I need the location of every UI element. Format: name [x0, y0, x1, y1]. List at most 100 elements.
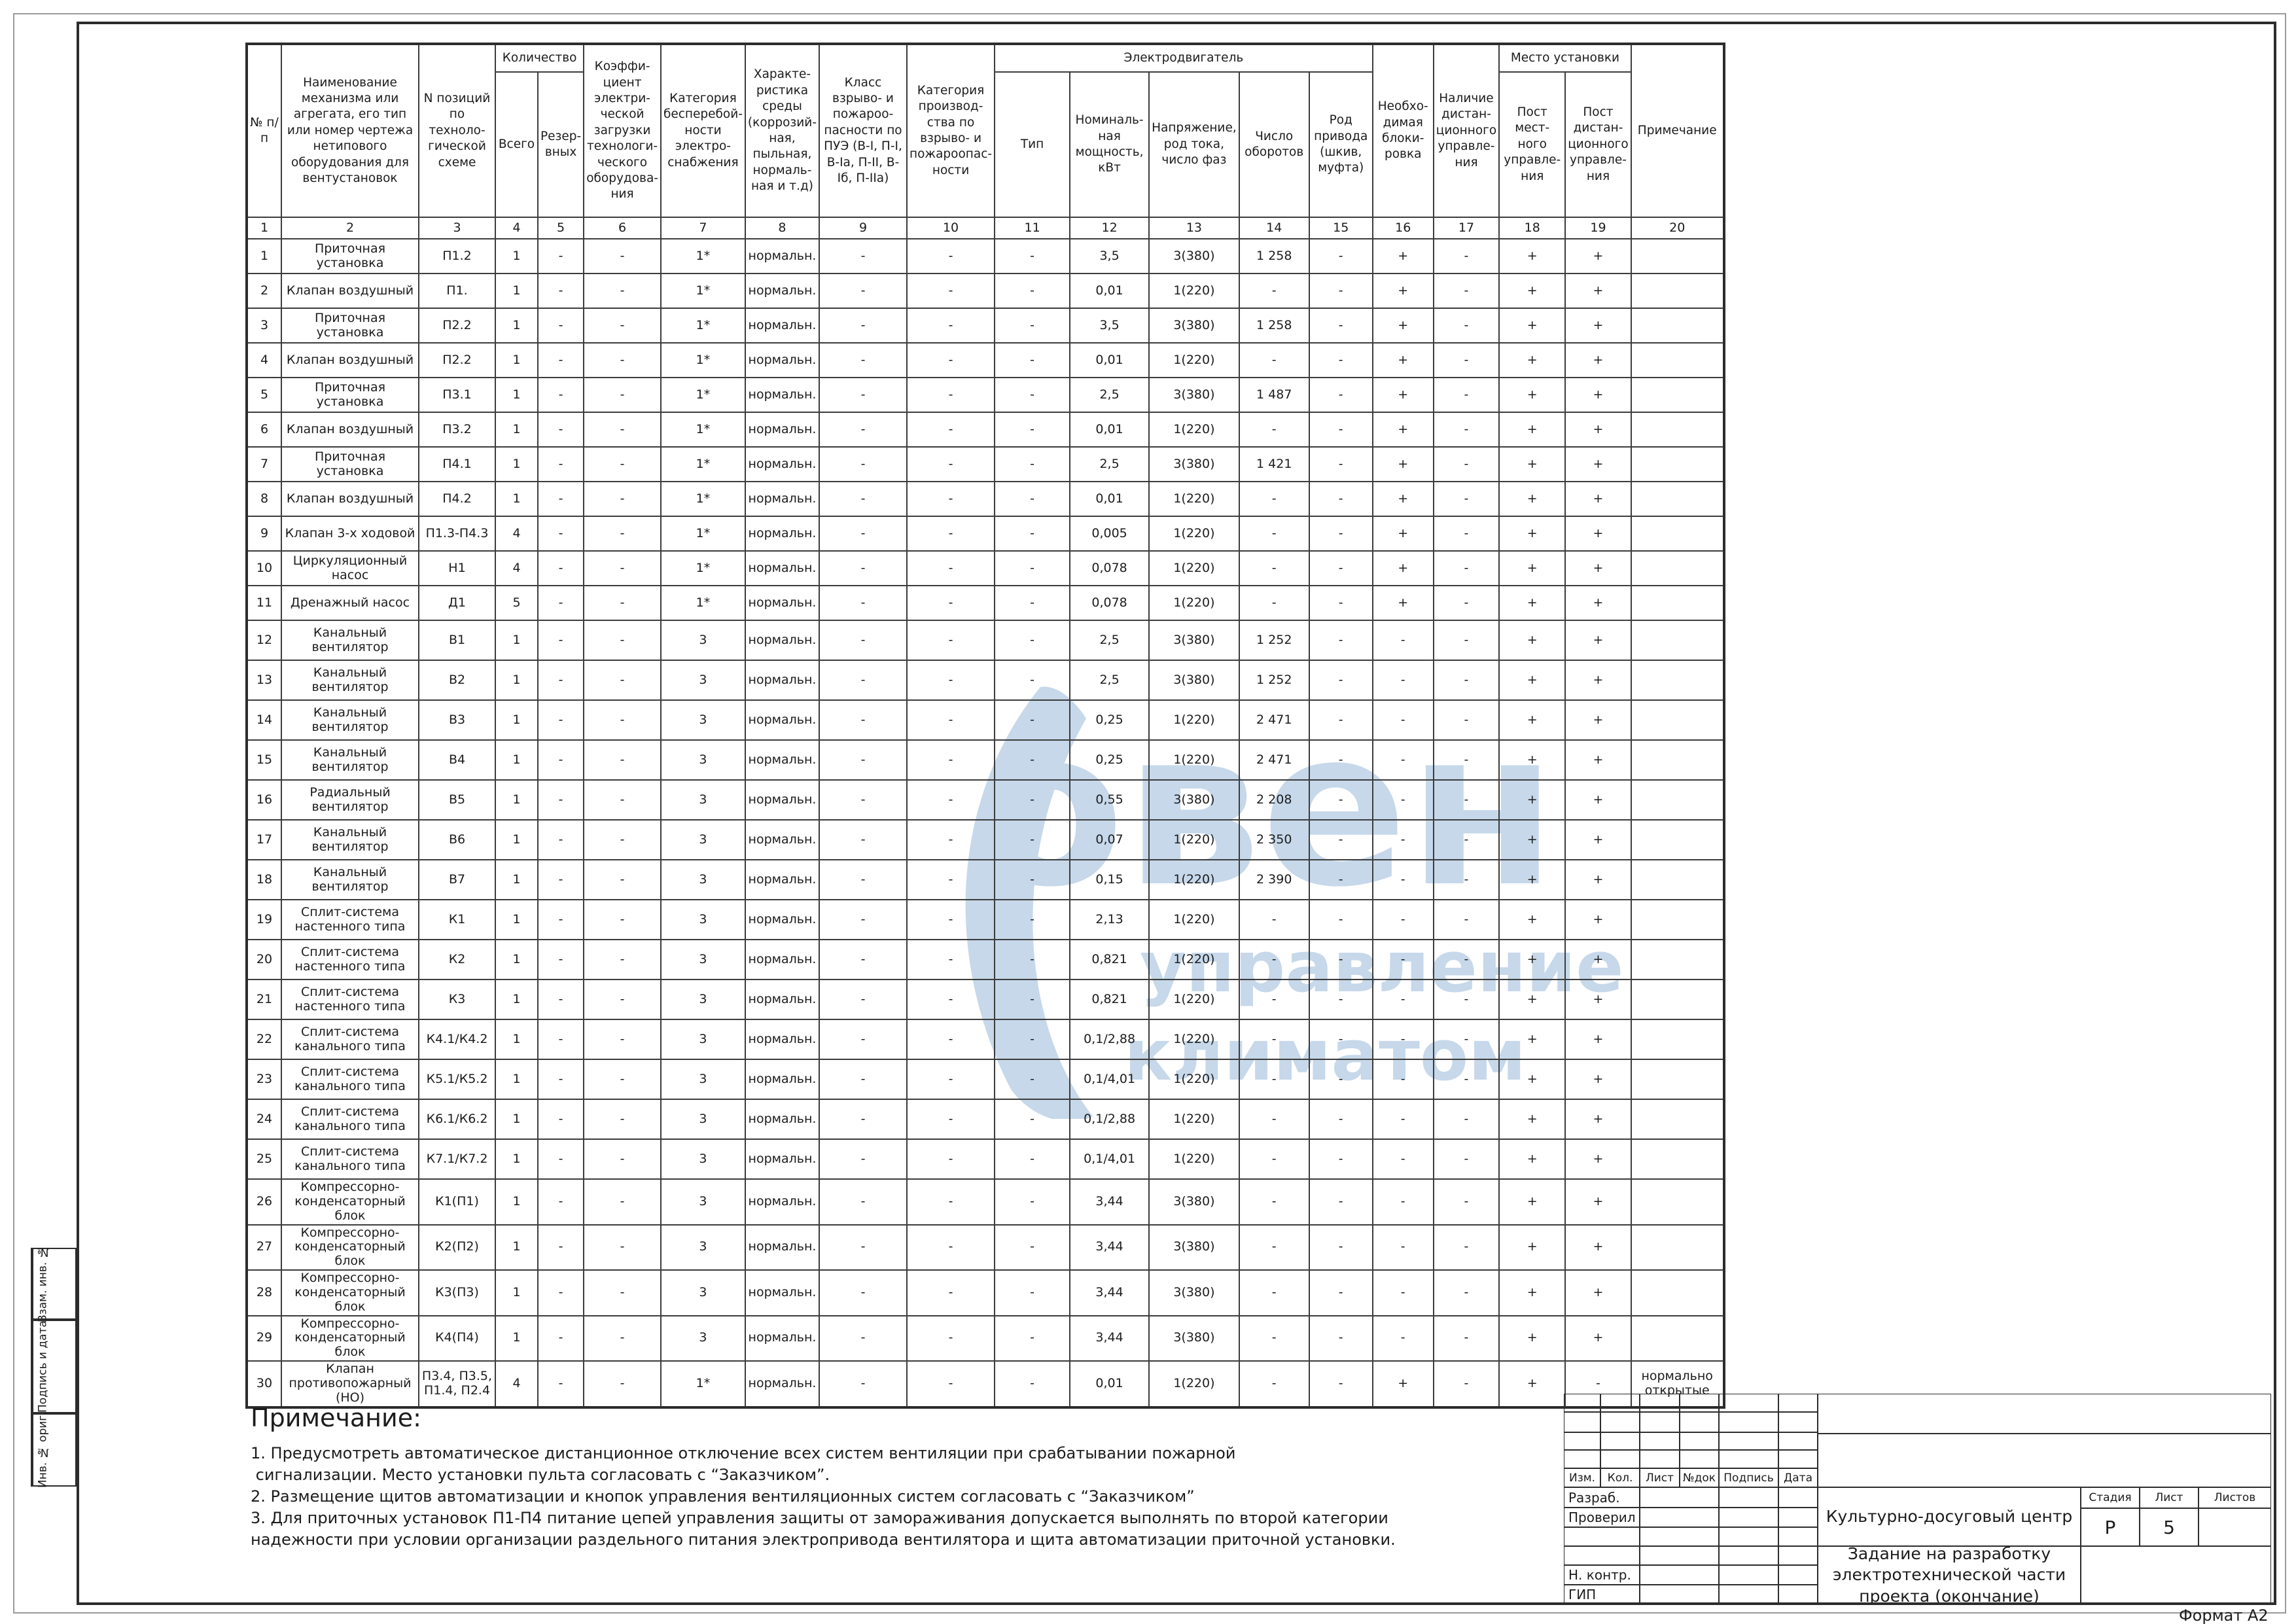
signature-name-cell	[1640, 1487, 1719, 1508]
signature-role-cell	[1564, 1546, 1640, 1565]
signature-name-cell	[1640, 1527, 1719, 1546]
table-cell: 4	[246, 342, 282, 378]
table-cell: нормальн.	[744, 699, 821, 741]
table-row: 29 Компрессорно-конденсаторный блок К4(П4)…	[246, 1315, 1725, 1362]
table-cell: -	[537, 342, 585, 378]
col-header-total: Всего	[495, 71, 539, 218]
table-cell	[1630, 1139, 1725, 1180]
table-cell: Дренажный насос	[281, 585, 419, 621]
table-cell: -	[819, 939, 908, 980]
column-number: 3	[418, 217, 496, 239]
table-cell: 1	[495, 819, 539, 860]
table-cell: К6.1/К6.2	[418, 1099, 496, 1140]
table-cell: -	[583, 273, 662, 309]
table-cell: 0,821	[1069, 979, 1150, 1020]
table-cell: -	[1308, 342, 1373, 378]
table-cell: 3(380)	[1148, 446, 1240, 482]
table-cell: -	[1432, 1019, 1500, 1060]
signature-sign-cell	[1719, 1508, 1778, 1527]
table-cell: -	[994, 979, 1071, 1020]
table-cell: +	[1498, 779, 1566, 821]
table-cell: -	[537, 620, 585, 661]
group-header-quantity: Количество	[494, 43, 585, 73]
table-cell: +	[1564, 779, 1632, 821]
table-cell: -	[819, 481, 908, 517]
table-cell: Д1	[418, 585, 496, 621]
table-row: 25 Сплит-система канального типа К7.1/К7.2…	[246, 1139, 1725, 1180]
table-cell: 1	[246, 238, 282, 274]
table-cell: -	[994, 1139, 1071, 1180]
signature-date-cell	[1778, 1508, 1818, 1527]
table-cell	[1630, 481, 1725, 517]
table-cell: -	[1238, 1315, 1310, 1362]
table-cell: -	[1308, 699, 1373, 741]
table-cell: +	[1371, 412, 1434, 448]
table-cell: -	[537, 585, 585, 621]
table-cell: -	[1432, 1139, 1500, 1180]
table-cell: -	[994, 1019, 1071, 1060]
table-cell: нормальн.	[744, 550, 821, 586]
table-cell: Сплит-система канального типа	[281, 1139, 419, 1180]
table-cell: 1	[495, 859, 539, 900]
table-cell: 1 258	[1238, 238, 1310, 274]
table-cell: 19	[246, 899, 282, 940]
table-cell: +	[1564, 1019, 1632, 1060]
table-cell: +	[1498, 660, 1566, 701]
table-cell: -	[906, 620, 996, 661]
table-cell: 1(220)	[1148, 739, 1240, 781]
table-cell: -	[583, 699, 662, 741]
table-cell: К5.1/К5.2	[418, 1059, 496, 1100]
col-header-remote-post: Пост дистан-ционного управле-ния	[1564, 71, 1632, 218]
table-cell: 0,078	[1069, 585, 1150, 621]
table-cell	[1630, 446, 1725, 482]
table-cell: +	[1564, 377, 1632, 413]
table-cell: -	[906, 1269, 996, 1316]
table-cell: -	[537, 1224, 585, 1271]
revision-empty-cell	[1564, 1450, 1600, 1468]
table-cell: -	[906, 699, 996, 741]
table-cell: -	[994, 1224, 1071, 1271]
table-cell: -	[1308, 1178, 1373, 1226]
table-cell: В4	[418, 739, 496, 781]
table-cell: -	[1432, 979, 1500, 1020]
table-cell: -	[1308, 899, 1373, 940]
revision-empty-cell	[1719, 1412, 1778, 1432]
signature-sign-cell	[1719, 1565, 1778, 1585]
table-cell	[1630, 939, 1725, 980]
table-cell: 20	[246, 939, 282, 980]
table-cell: 2 390	[1238, 859, 1310, 900]
table-cell: -	[583, 308, 662, 344]
table-cell: -	[1432, 516, 1500, 552]
table-cell: 0,01	[1069, 1360, 1150, 1408]
table-cell	[1630, 585, 1725, 621]
revision-empty-cell	[1719, 1394, 1778, 1412]
table-cell: -	[994, 660, 1071, 701]
header-row-sub: Всего Резер-вных Тип Номиналь-ная мощнос…	[247, 71, 1724, 218]
table-cell: 1*	[660, 446, 746, 482]
col-header-environment: Характе-ристика среды (коррозий-ная, пыл…	[744, 43, 821, 218]
table-cell: +	[1498, 377, 1566, 413]
table-cell: +	[1564, 1224, 1632, 1271]
table-cell: -	[1432, 238, 1500, 274]
table-cell: -	[583, 1315, 662, 1362]
sheet-outer-border	[13, 13, 2286, 1614]
table-cell: +	[1371, 308, 1434, 344]
table-cell: -	[537, 1315, 585, 1362]
table-cell: -	[906, 899, 996, 940]
col-header-voltage: Напряжение, род тока, число фаз	[1148, 71, 1240, 218]
table-cell: 3,44	[1069, 1269, 1150, 1316]
table-cell: -	[1432, 819, 1500, 860]
table-cell: +	[1564, 859, 1632, 900]
table-cell: -	[819, 1019, 908, 1060]
table-cell: 2,5	[1069, 620, 1150, 661]
table-cell: 1	[495, 1059, 539, 1100]
table-cell	[1630, 308, 1725, 344]
table-cell: 5	[246, 377, 282, 413]
table-cell: -	[583, 377, 662, 413]
table-cell: -	[906, 859, 996, 900]
table-cell: нормальн.	[744, 585, 821, 621]
table-cell: Канальный вентилятор	[281, 699, 419, 741]
table-cell: 3	[660, 620, 746, 661]
table-cell: 4	[495, 550, 539, 586]
table-cell: -	[1432, 1360, 1500, 1408]
